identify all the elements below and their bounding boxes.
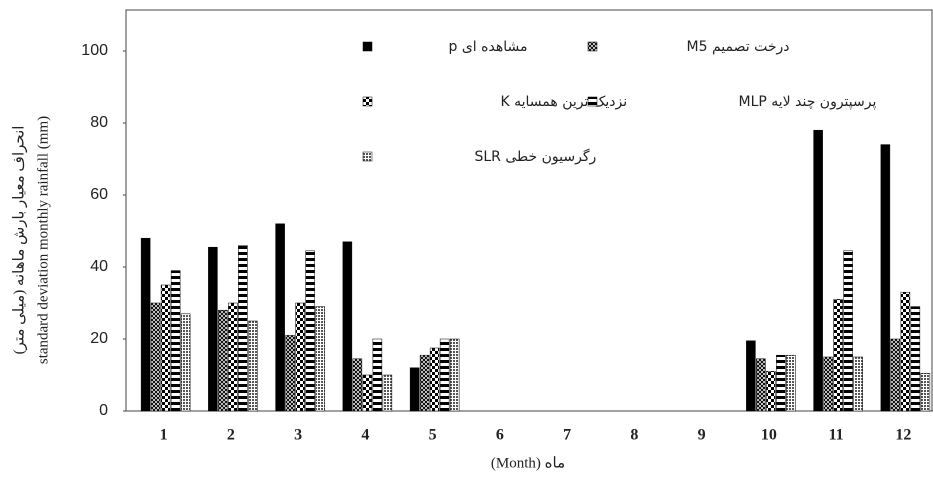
y-tick-label: 40 — [90, 258, 108, 275]
y-tick-label: 80 — [90, 114, 108, 131]
bar — [833, 299, 843, 412]
bar — [208, 246, 218, 412]
x-tick-label: 11 — [829, 427, 844, 444]
bar — [746, 340, 756, 412]
bar — [180, 313, 191, 412]
x-tick-label: 1 — [160, 427, 168, 444]
bar — [786, 354, 796, 412]
legend-swatch — [587, 41, 598, 52]
x-tick-label: 12 — [895, 427, 911, 444]
x-axis-label: (Month) ماه — [491, 455, 565, 471]
y-tick-label: 100 — [81, 42, 108, 59]
y-axis-label: انحراف معیار بارش ماهانه (میلی متر) — [11, 126, 27, 355]
x-tick-label: 2 — [227, 427, 235, 444]
bar — [352, 358, 363, 412]
bar — [776, 354, 786, 412]
x-tick-label: 8 — [630, 427, 638, 444]
bar — [910, 306, 921, 412]
bar — [228, 302, 238, 412]
x-tick-label: 6 — [496, 427, 504, 444]
bar — [170, 270, 181, 412]
legend-swatch — [362, 96, 373, 107]
bar — [853, 356, 863, 412]
bar — [362, 374, 373, 412]
legend-swatch — [587, 96, 598, 107]
bar — [419, 354, 430, 412]
bar — [295, 302, 305, 412]
bar — [150, 302, 161, 412]
bar — [890, 338, 901, 412]
legend-swatch — [362, 41, 373, 52]
y-axis-label: standard deviation monthly rainfall (mm) — [35, 116, 51, 364]
bar — [305, 250, 315, 412]
bar — [140, 237, 151, 412]
x-tick-label: 4 — [361, 427, 369, 444]
legend-label: درخت تصمیم M5 — [687, 39, 790, 55]
legend-swatch — [362, 151, 373, 162]
x-tick-label: 10 — [761, 427, 777, 444]
bar — [439, 338, 450, 412]
bar — [218, 309, 228, 412]
bar — [900, 291, 911, 412]
bar — [160, 284, 171, 412]
legend-label: پرسپترون چند لایه MLP — [739, 94, 877, 110]
bar — [449, 338, 460, 412]
y-tick-label: 60 — [90, 186, 108, 203]
bar — [248, 320, 258, 412]
bar — [275, 223, 285, 412]
bar — [766, 371, 776, 412]
x-tick-label: 3 — [294, 427, 302, 444]
bar — [843, 250, 853, 412]
bar — [372, 338, 383, 412]
y-tick-label: 20 — [90, 330, 108, 347]
bar — [813, 129, 823, 412]
x-tick-label: 9 — [698, 427, 706, 444]
bar — [880, 144, 891, 412]
bar — [315, 306, 325, 412]
bar — [409, 367, 420, 412]
bar — [382, 374, 393, 412]
bar — [429, 347, 440, 412]
bar — [342, 241, 353, 412]
bar — [823, 356, 833, 412]
y-tick-label: 0 — [99, 402, 108, 419]
x-tick-label: 7 — [563, 427, 571, 444]
legend-label: مشاهده ای p — [449, 39, 528, 55]
bar — [920, 372, 931, 412]
x-tick-label: 5 — [429, 427, 437, 444]
legend-label: نزدیک ترین همسایه K — [501, 94, 628, 110]
bar — [238, 245, 248, 412]
bar — [756, 358, 766, 412]
bar — [285, 335, 295, 412]
legend-label: رگرسیون خطی SLR — [475, 148, 597, 165]
